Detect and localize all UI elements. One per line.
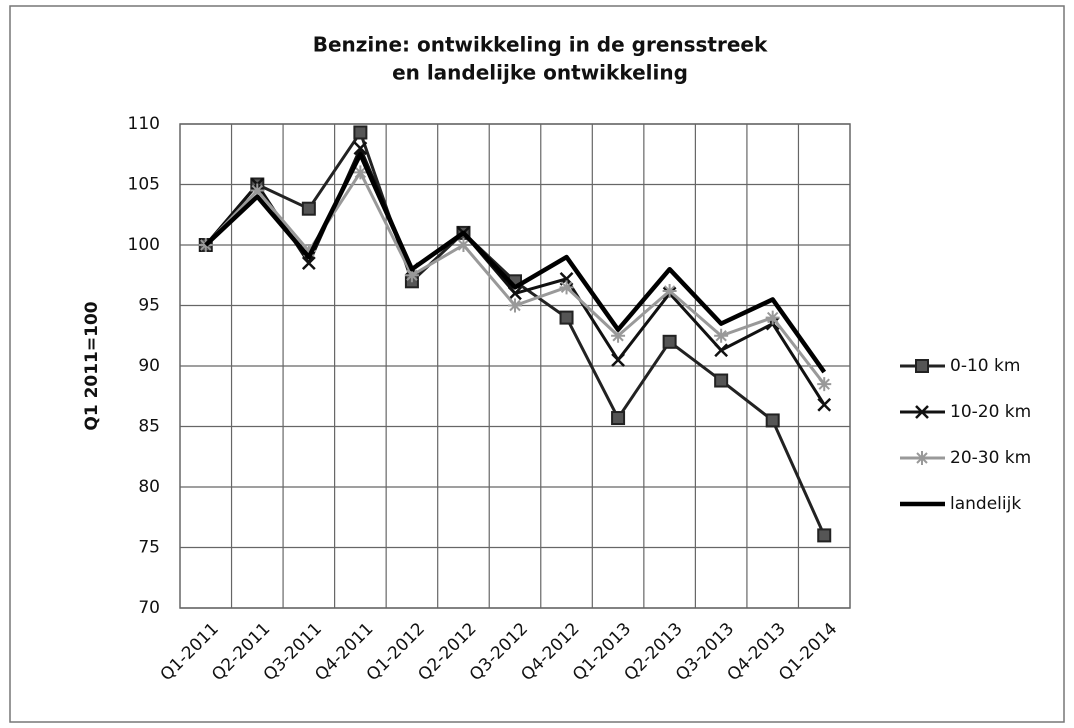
point-marker-shape: [353, 125, 368, 140]
point-marker: [611, 411, 626, 426]
point-marker-shape: [508, 286, 522, 301]
y-tick-label: 90: [138, 356, 160, 376]
legend-marker-shape: [915, 405, 929, 419]
point-marker-shape: [765, 413, 780, 428]
point-marker: [198, 238, 213, 252]
legend-label: 20-30 km: [950, 448, 1031, 468]
chart-title: Benzine: ontwikkeling in de grensstreek: [313, 33, 768, 57]
point-marker: [662, 283, 677, 298]
point-marker: [301, 256, 316, 271]
point-marker-shape: [611, 328, 626, 343]
point-marker: [353, 165, 368, 180]
point-marker: [559, 280, 574, 295]
series-line: [204, 152, 827, 374]
legend-marker: [915, 451, 929, 465]
point-marker: [765, 413, 780, 428]
y-tick-label: 75: [138, 538, 160, 558]
point-marker: [508, 286, 522, 301]
y-tick-label: 95: [138, 296, 160, 316]
legend-marker: [915, 359, 929, 373]
point-marker-shape: [817, 528, 832, 543]
point-marker-shape: [301, 256, 316, 271]
point-marker-shape: [662, 283, 677, 298]
point-marker-shape: [817, 377, 832, 392]
point-marker-shape: [559, 310, 574, 325]
y-tick-label: 105: [128, 175, 160, 195]
point-marker-shape: [611, 353, 625, 367]
point-marker-shape: [353, 165, 368, 180]
legend-marker-shape: [915, 451, 929, 465]
point-marker: [765, 310, 780, 325]
point-marker: [559, 310, 574, 325]
legend-label: 0-10 km: [950, 356, 1020, 376]
point-marker: [456, 238, 471, 252]
point-marker: [714, 343, 729, 358]
point-marker-shape: [817, 397, 832, 412]
point-marker-shape: [404, 268, 419, 283]
y-tick-label: 85: [138, 417, 160, 437]
point-marker-shape: [611, 411, 626, 426]
point-marker-shape: [456, 238, 471, 252]
point-marker-shape: [714, 343, 729, 358]
point-marker: [817, 397, 832, 412]
point-marker: [353, 125, 368, 140]
point-marker: [611, 328, 626, 343]
point-marker: [714, 373, 729, 388]
y-tick-label: 80: [138, 477, 160, 497]
point-marker: [250, 183, 265, 198]
y-tick-label: 110: [128, 114, 160, 134]
y-axis-label: Q1 2011=100: [82, 301, 102, 430]
point-marker-shape: [714, 373, 729, 388]
point-marker-shape: [765, 310, 780, 325]
point-marker: [714, 328, 729, 343]
legend-label: 10-20 km: [950, 402, 1031, 422]
legend-label: landelijk: [950, 494, 1021, 514]
point-marker: [404, 268, 419, 283]
y-tick-label: 70: [138, 598, 160, 618]
legend-marker-shape: [915, 359, 929, 373]
point-marker-shape: [301, 201, 316, 216]
legend-marker: [915, 405, 929, 419]
point-marker-shape: [250, 183, 265, 198]
point-marker-shape: [559, 280, 574, 295]
y-tick-label: 100: [128, 235, 160, 255]
point-marker-shape: [508, 298, 522, 313]
point-marker: [301, 244, 316, 259]
point-marker: [353, 141, 368, 156]
point-marker-shape: [198, 238, 213, 252]
chart-subtitle: en landelijke ontwikkeling: [392, 61, 688, 85]
point-marker: [662, 334, 677, 349]
point-marker-shape: [662, 334, 677, 349]
point-marker: [817, 377, 832, 392]
point-marker-shape: [714, 328, 729, 343]
point-marker: [508, 298, 522, 313]
point-marker: [301, 201, 316, 216]
point-marker-shape: [353, 141, 368, 156]
point-marker: [817, 528, 832, 543]
point-marker-shape: [301, 244, 316, 259]
point-marker: [611, 353, 625, 367]
